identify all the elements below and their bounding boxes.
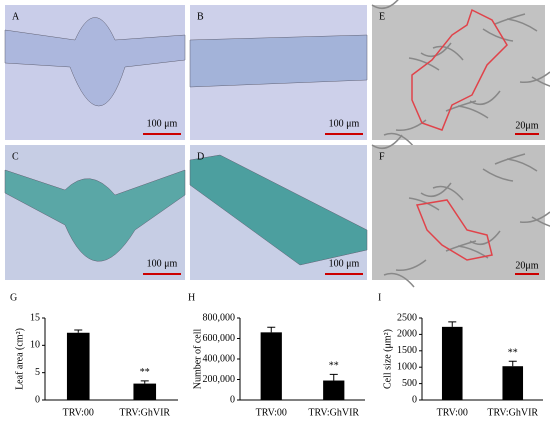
cell-wall [482,168,514,182]
cell-wall [519,211,550,224]
x-tick-label: TRV:GhVIR [487,407,538,418]
bar [502,366,524,400]
scale-bar-label: 100 μm [147,118,178,129]
x-tick-label: TRV:GhVIR [119,407,170,418]
significance: ** [508,348,518,359]
scale-bar-label: 20μm [515,120,538,131]
cell-wall [371,0,399,10]
y-tick-label: 10 [30,340,40,351]
micrograph [372,145,545,280]
y-tick-label: 15 [30,312,40,323]
error-bar [140,380,149,384]
x-tick-label: TRV:00 [63,407,94,418]
error-bar [267,326,276,333]
cell-wall [383,132,415,148]
x-tick-label: TRV:GhVIR [308,407,359,418]
y-tick-label: 2500 [397,312,417,323]
bar [323,380,345,400]
panel-label: B [197,11,204,22]
panel-label: E [379,11,385,22]
cell-wall [494,153,526,165]
y-tick-label: 200,000 [203,374,236,385]
significance: ** [140,367,150,378]
cell-wall [519,71,550,84]
y-tick-label: 5 [35,367,40,378]
y-tick-label: 600,000 [203,333,236,344]
bar [441,326,463,400]
y-axis-label: Cell size (μm²) [382,329,393,389]
tissue [189,154,368,266]
y-tick-label: 0 [35,394,40,405]
cell-wall [420,182,452,198]
cell-outline [411,8,508,131]
cell-wall [445,100,477,112]
cell-wall [432,185,464,201]
cell-wall [395,119,427,132]
y-tick-label: 1000 [397,361,417,372]
y-axis-label: Number of cell [192,329,203,390]
y-tick-label: 400,000 [203,353,236,364]
cell-wall [457,105,489,119]
panel-label: H [188,292,195,303]
cell-outline [415,199,493,261]
cell-wall [383,272,415,288]
x-tick-label: TRV:00 [256,407,287,418]
y-tick-label: 1500 [397,345,417,356]
cell-wall [408,57,440,71]
cell-wall [445,240,477,252]
tissue [4,17,186,107]
cell-wall [469,230,501,246]
y-tick-label: 0 [412,394,417,405]
cell-wall [506,18,538,32]
y-tick-label: 2000 [397,329,417,340]
cell-wall [432,45,464,61]
error-bar [448,321,457,327]
bar [66,332,90,400]
panel-label: C [12,151,19,162]
cell-wall [371,134,403,150]
error-bar [508,360,517,367]
significance: ** [329,361,339,372]
scale-bar-label: 100 μm [329,258,360,269]
cell-wall [531,216,550,227]
cell-wall [408,197,440,211]
cell-wall [531,76,550,87]
cell-wall [506,158,538,172]
error-bar [329,373,338,381]
scale-bar-label: 20μm [515,260,538,271]
panel-label: G [10,292,17,303]
bar [260,332,282,400]
y-tick-label: 500 [402,378,417,389]
scale-bar-label: 100 μm [147,258,178,269]
cell-wall [494,13,526,25]
tissue [189,34,368,88]
cell-wall [469,90,501,106]
scale-bar-label: 100 μm [329,118,360,129]
y-tick-label: 800,000 [203,312,236,323]
y-tick-label: 0 [230,394,235,405]
bar [133,383,157,400]
micrograph [372,5,545,140]
tissue [4,169,186,262]
x-tick-label: TRV:00 [437,407,468,418]
error-bar [74,329,83,333]
y-axis-label: Leaf area (cm²) [14,328,25,390]
cell-wall [482,28,514,42]
panel-label: F [379,151,385,162]
panel-label: I [378,292,381,303]
panel-label: D [197,151,204,162]
panel-label: A [12,11,20,22]
cell-wall [395,259,427,272]
